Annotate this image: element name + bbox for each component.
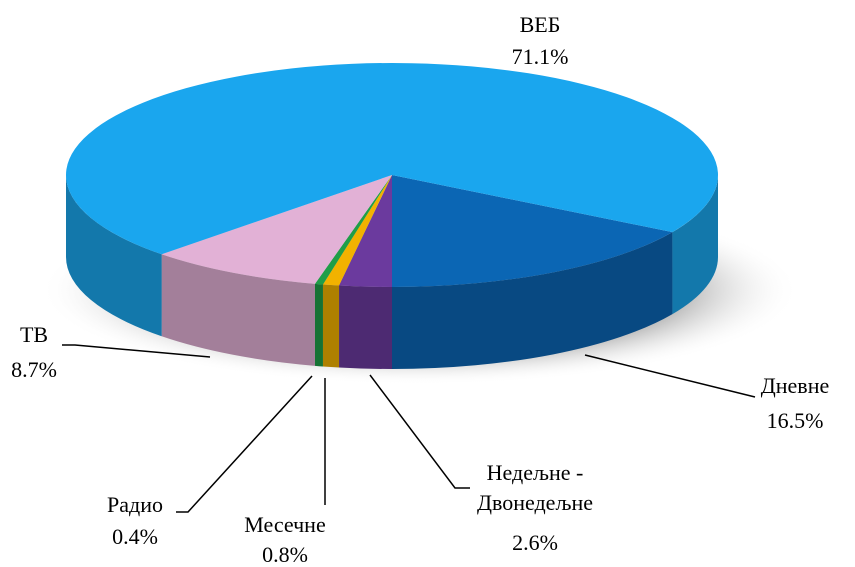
slice-side [314,283,323,367]
value-label: 0.8% [262,542,308,567]
slice [314,175,392,285]
leader-line [62,344,211,358]
leader-line [176,375,313,513]
pie [65,63,719,369]
slice-side [672,175,718,315]
value-label: 16.5% [766,408,824,433]
value-label: 0.4% [112,524,158,549]
leader-line [584,354,756,398]
slice [322,175,392,286]
category-label: Месечне [244,512,326,537]
category-label: ТВ [19,322,49,347]
slice-side [161,254,315,366]
slice-side [339,285,392,369]
category-label: ВЕБ [519,12,561,37]
value-label: 71.1% [511,44,569,69]
value-label: 2.6% [512,530,558,555]
leader-line [369,374,470,489]
value-label: 8.7% [11,357,57,382]
slice-side [65,175,162,337]
slice-side [392,232,673,369]
slice [161,175,392,284]
slice [392,175,673,287]
slice-side [322,284,340,368]
category-label: Радио [107,492,163,517]
category-label: Дневне [760,373,830,398]
slice [66,63,719,255]
category-label: Недељне - Двонедељне [477,460,593,515]
slice [339,175,392,287]
